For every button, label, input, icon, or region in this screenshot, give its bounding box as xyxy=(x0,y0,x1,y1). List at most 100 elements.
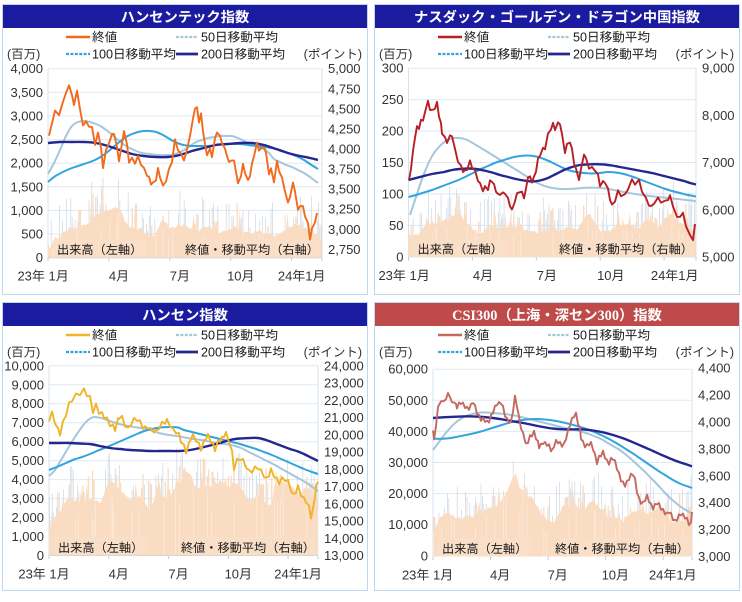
svg-text:3,000: 3,000 xyxy=(11,491,44,506)
svg-text:0: 0 xyxy=(396,249,403,264)
svg-text:8,000: 8,000 xyxy=(11,396,44,411)
svg-text:0: 0 xyxy=(421,548,428,563)
svg-text:50日移動平均: 50日移動平均 xyxy=(201,329,278,343)
svg-text:3,750: 3,750 xyxy=(328,162,361,177)
svg-text:300: 300 xyxy=(382,61,404,76)
svg-text:CSI300（上海・深セン300）指数: CSI300（上海・深セン300）指数 xyxy=(452,307,662,324)
svg-text:出来高（左軸）: 出来高（左軸） xyxy=(442,542,527,556)
svg-text:200日移動平均: 200日移動平均 xyxy=(201,48,285,62)
svg-text:50日移動平均: 50日移動平均 xyxy=(573,31,650,45)
svg-text:3,000: 3,000 xyxy=(10,108,43,123)
svg-text:2,750: 2,750 xyxy=(328,242,361,257)
svg-text:100: 100 xyxy=(382,186,404,201)
svg-text:9,000: 9,000 xyxy=(702,61,735,76)
svg-text:100日移動平均: 100日移動平均 xyxy=(92,346,176,360)
svg-text:50日移動平均: 50日移動平均 xyxy=(573,329,650,343)
svg-text:(ポイント): (ポイント) xyxy=(304,48,362,62)
svg-text:出来高（左軸）: 出来高（左軸） xyxy=(57,243,142,257)
svg-text:0: 0 xyxy=(36,250,43,265)
svg-text:60,000: 60,000 xyxy=(388,362,428,377)
svg-text:7月: 7月 xyxy=(168,567,188,582)
svg-text:(百万): (百万) xyxy=(7,48,40,62)
svg-text:終値・移動平均（右軸）: 終値・移動平均（右軸） xyxy=(559,243,693,257)
svg-text:7,000: 7,000 xyxy=(11,415,44,430)
svg-text:24,000: 24,000 xyxy=(324,358,364,373)
svg-text:100日移動平均: 100日移動平均 xyxy=(92,48,176,62)
svg-text:4,200: 4,200 xyxy=(698,388,731,403)
svg-text:終値: 終値 xyxy=(464,31,490,45)
svg-text:15,000: 15,000 xyxy=(324,514,364,529)
svg-text:10,000: 10,000 xyxy=(388,517,428,532)
svg-text:2,000: 2,000 xyxy=(10,156,43,171)
svg-text:23年 1月: 23年 1月 xyxy=(18,567,69,582)
svg-text:100日移動平均: 100日移動平均 xyxy=(464,346,548,360)
svg-text:4,750: 4,750 xyxy=(328,81,361,96)
svg-text:4月: 4月 xyxy=(490,568,510,583)
svg-text:10月: 10月 xyxy=(227,269,254,284)
svg-text:20,000: 20,000 xyxy=(388,486,428,501)
svg-text:(ポイント): (ポイント) xyxy=(676,346,734,360)
svg-text:24年1月: 24年1月 xyxy=(651,268,699,283)
svg-text:5,000: 5,000 xyxy=(702,250,735,265)
svg-text:20,000: 20,000 xyxy=(324,427,364,442)
svg-text:18,000: 18,000 xyxy=(324,462,364,477)
svg-text:10月: 10月 xyxy=(602,568,629,583)
svg-text:23年 1月: 23年 1月 xyxy=(378,268,429,283)
svg-text:4月: 4月 xyxy=(109,567,129,582)
svg-text:3,500: 3,500 xyxy=(328,182,361,197)
svg-text:7月: 7月 xyxy=(170,269,190,284)
svg-text:4,500: 4,500 xyxy=(328,101,361,116)
svg-text:4,250: 4,250 xyxy=(328,121,361,136)
svg-text:30,000: 30,000 xyxy=(388,455,428,470)
svg-text:3,800: 3,800 xyxy=(698,441,731,456)
svg-text:21,000: 21,000 xyxy=(324,410,364,425)
svg-text:5,000: 5,000 xyxy=(328,61,361,76)
svg-text:3,000: 3,000 xyxy=(328,222,361,237)
svg-text:200: 200 xyxy=(382,124,404,139)
svg-text:4,400: 4,400 xyxy=(698,361,731,376)
svg-text:4,000: 4,000 xyxy=(10,61,43,76)
svg-text:23年 1月: 23年 1月 xyxy=(17,269,68,284)
svg-text:(百万): (百万) xyxy=(379,346,412,360)
svg-text:終値・移動平均（右軸）: 終値・移動平均（右軸） xyxy=(185,243,319,257)
svg-text:50,000: 50,000 xyxy=(388,393,428,408)
svg-text:13,000: 13,000 xyxy=(324,548,364,563)
svg-text:3,400: 3,400 xyxy=(698,495,731,510)
svg-text:23,000: 23,000 xyxy=(324,376,364,391)
svg-text:4月: 4月 xyxy=(109,269,129,284)
svg-text:16,000: 16,000 xyxy=(324,496,364,511)
svg-text:(百万): (百万) xyxy=(379,48,412,62)
svg-text:500: 500 xyxy=(21,227,43,242)
svg-text:2,000: 2,000 xyxy=(11,510,44,525)
svg-text:4,000: 4,000 xyxy=(11,472,44,487)
svg-text:3,250: 3,250 xyxy=(328,202,361,217)
svg-text:1,000: 1,000 xyxy=(10,203,43,218)
svg-text:5,000: 5,000 xyxy=(11,453,44,468)
svg-text:ハンセン指数: ハンセン指数 xyxy=(142,307,228,324)
svg-text:8,000: 8,000 xyxy=(702,108,735,123)
svg-text:(百万): (百万) xyxy=(7,346,40,360)
svg-text:22,000: 22,000 xyxy=(324,393,364,408)
svg-text:7月: 7月 xyxy=(537,268,557,283)
svg-text:(ポイント): (ポイント) xyxy=(676,48,734,62)
svg-text:4,000: 4,000 xyxy=(328,142,361,157)
svg-text:24年1月: 24年1月 xyxy=(649,568,697,583)
svg-text:終値・移動平均（右軸）: 終値・移動平均（右軸） xyxy=(555,542,689,556)
svg-text:3,000: 3,000 xyxy=(698,549,731,564)
svg-text:250: 250 xyxy=(382,92,404,107)
svg-text:出来高（左軸）: 出来高（左軸） xyxy=(418,243,503,257)
svg-text:終値: 終値 xyxy=(464,329,490,343)
svg-text:200日移動平均: 200日移動平均 xyxy=(201,346,285,360)
svg-text:9,000: 9,000 xyxy=(11,377,44,392)
svg-text:6,000: 6,000 xyxy=(11,434,44,449)
svg-text:出来高（左軸）: 出来高（左軸） xyxy=(58,541,143,555)
svg-text:7月: 7月 xyxy=(548,568,568,583)
svg-text:100日移動平均: 100日移動平均 xyxy=(464,48,548,62)
svg-text:7,000: 7,000 xyxy=(702,155,735,170)
svg-text:17,000: 17,000 xyxy=(324,479,364,494)
svg-text:1,000: 1,000 xyxy=(11,529,44,544)
svg-text:40,000: 40,000 xyxy=(388,424,428,439)
svg-text:3,600: 3,600 xyxy=(698,468,731,483)
svg-text:0: 0 xyxy=(37,548,44,563)
svg-text:50: 50 xyxy=(389,218,403,233)
